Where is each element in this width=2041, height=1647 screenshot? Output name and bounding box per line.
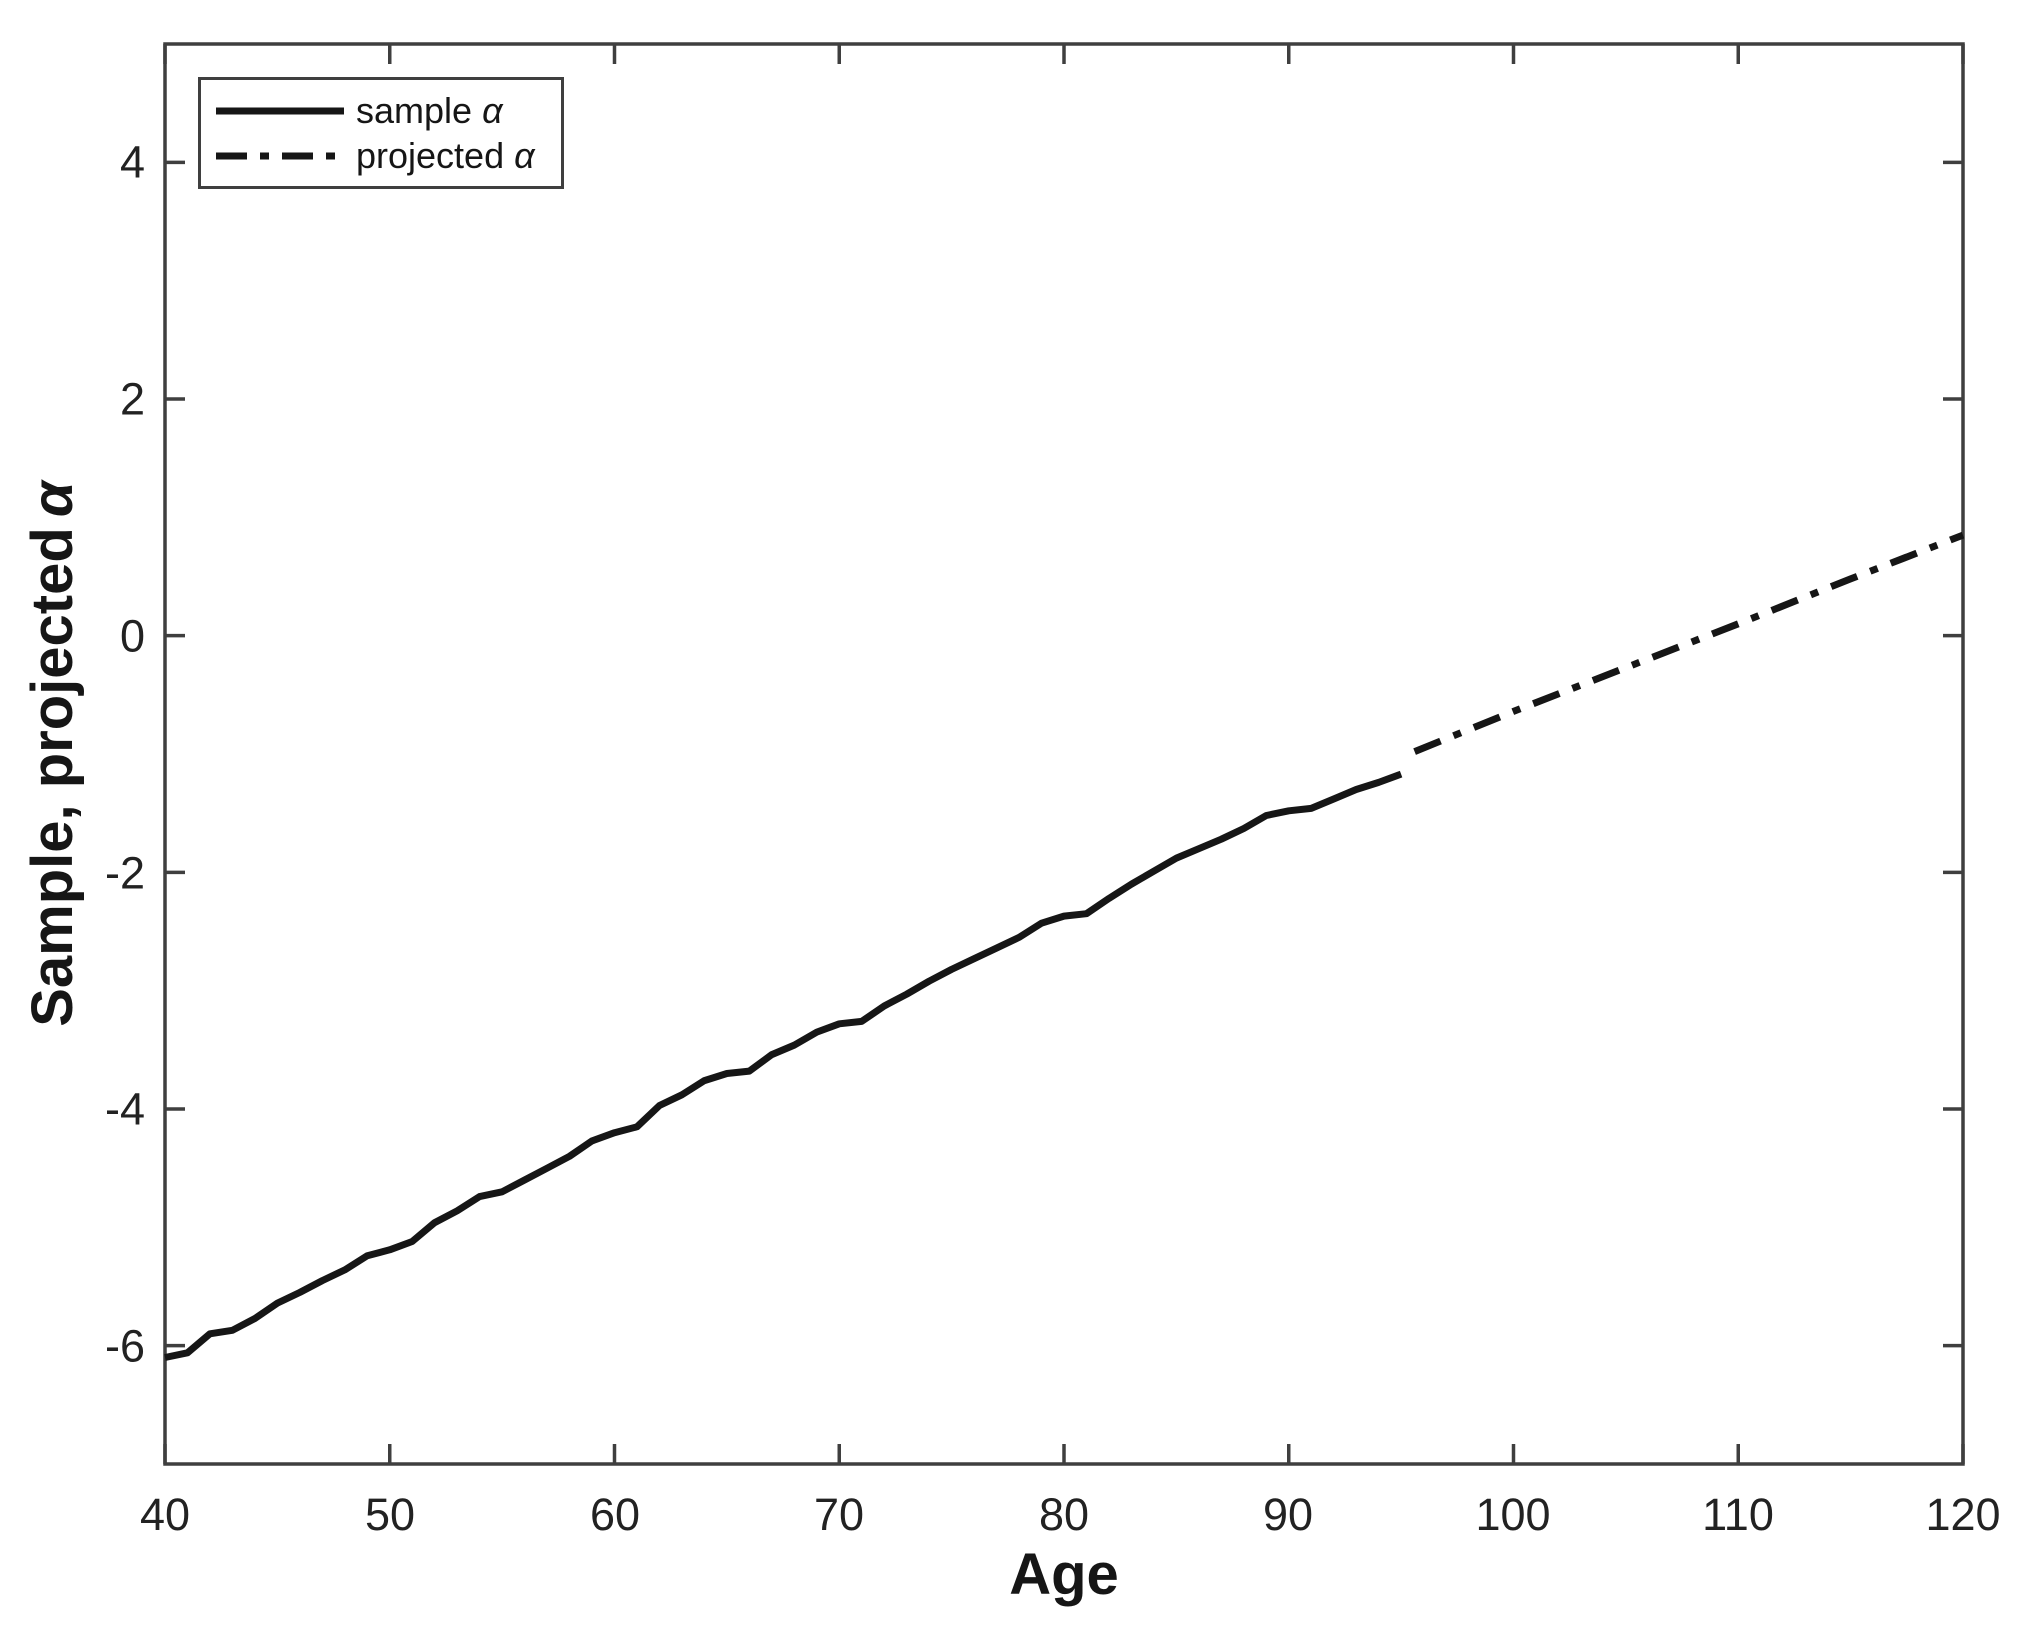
- x-tick-label: 110: [1702, 1489, 1774, 1540]
- y-axis-label-alpha-symbol: α: [20, 481, 85, 518]
- x-tick-label: 80: [1038, 1489, 1090, 1540]
- y-tick-label: -4: [104, 1083, 145, 1135]
- x-tick-label: 120: [1925, 1489, 2001, 1540]
- axis-ticks: [163, 44, 1965, 1464]
- plot-border: [163, 42, 1965, 1466]
- legend-label-sample: sample α: [356, 89, 503, 131]
- legend-item-sample: sample α: [216, 89, 551, 131]
- y-axis-label-text: Sample, projected: [20, 527, 85, 1027]
- solid-line-swatch-icon: [216, 107, 344, 114]
- x-tick-label: 90: [1262, 1489, 1314, 1540]
- x-tick-label: 60: [589, 1489, 641, 1540]
- legend-item-projected: projected α: [216, 134, 551, 176]
- y-tick-label: 0: [119, 610, 145, 662]
- y-tick-label: 2: [119, 373, 145, 425]
- projected-line: [1413, 531, 1965, 755]
- legend: sample α projected α: [198, 77, 564, 189]
- x-tick-label: 100: [1475, 1489, 1551, 1540]
- y-axis-label: Sample, projected α: [20, 481, 85, 1027]
- x-tick-label: 40: [139, 1489, 191, 1540]
- y-tick-label: 4: [119, 136, 145, 188]
- x-tick-label: 70: [813, 1489, 865, 1540]
- legend-projected-alpha-symbol: α: [514, 134, 535, 176]
- y-tick-label: -2: [104, 847, 145, 899]
- sample-line: [164, 770, 1403, 1361]
- x-tick-label: 50: [364, 1489, 416, 1540]
- legend-label-sample-text: sample: [356, 89, 473, 131]
- legend-sample-alpha-symbol: α: [482, 89, 503, 131]
- legend-label-projected-text: projected: [356, 134, 505, 176]
- legend-label-projected: projected α: [356, 134, 535, 176]
- y-tick-label: -6: [104, 1320, 145, 1372]
- x-axis-label: Age: [1009, 1542, 1119, 1607]
- dash-dot-line-swatch-icon: [216, 152, 344, 159]
